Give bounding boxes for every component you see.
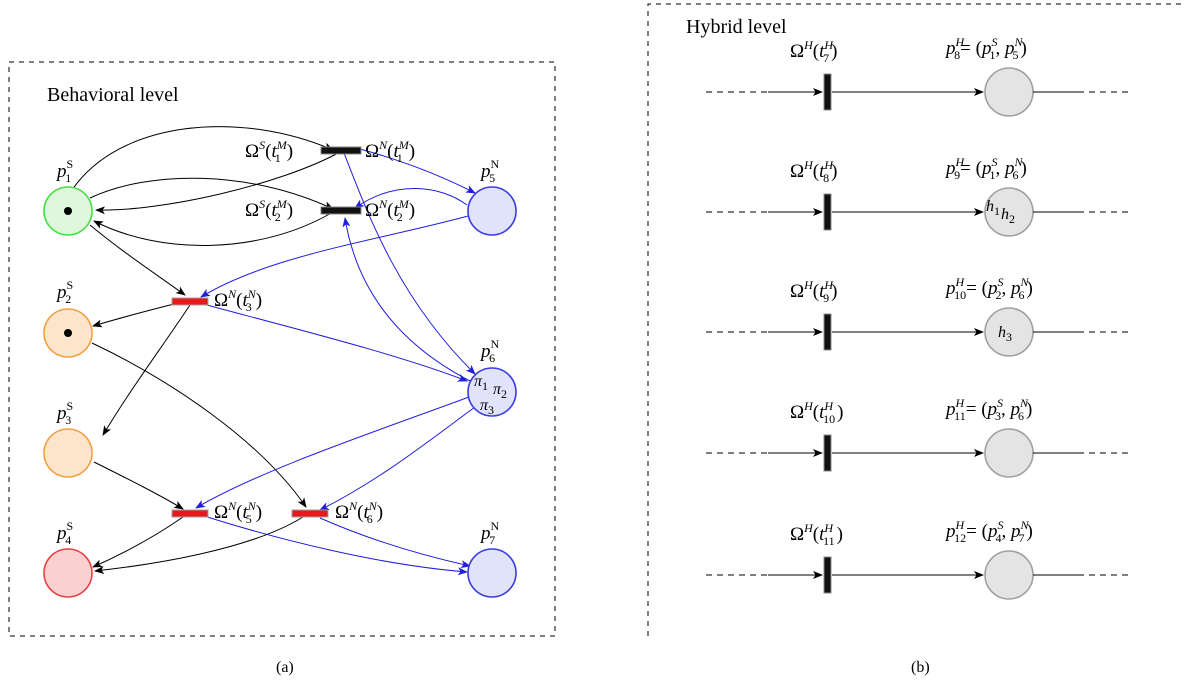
transition-t3n <box>171 297 209 306</box>
hybrid-rows: ΩH(tH 7) pH 8= (pS 1, pN 5) ΩH(tH 8) pH 9= (pS 1, … <box>706 35 1130 600</box>
label-omega-n-t3n: ΩN(tN 3) <box>214 287 262 314</box>
edge-t1m-ps1 <box>95 151 341 215</box>
token-ps2 <box>64 329 72 337</box>
transition-t2m <box>320 206 362 215</box>
label-pn7: pN 7 <box>479 519 500 547</box>
hybrid-place-label: pH 12= (pS 4, pN 7) <box>944 518 1033 545</box>
hybrid-place-label: pH 8= (pS 1, pN 5) <box>944 35 1027 62</box>
hybrid-place <box>984 550 1034 600</box>
label-pn6: pN 6 <box>479 337 500 365</box>
label-pn5: pN 5 <box>479 157 500 185</box>
label-ps4: pS 4 <box>55 519 73 547</box>
label-ps2: pS 2 <box>55 278 73 306</box>
hybrid-place-label: pH 9= (pS 1, pN 6) <box>944 155 1027 182</box>
edge-pn5-t2m <box>354 188 468 209</box>
hybrid-frame <box>647 3 1185 636</box>
transitions-a <box>171 146 362 518</box>
edge-t6n-pn7 <box>319 517 471 568</box>
place-pn6 <box>467 367 517 417</box>
hybrid-place <box>984 428 1034 478</box>
edge-ps1-t3n <box>89 224 186 296</box>
label-omega-s-t2m: ΩS(tM 2) <box>245 197 293 224</box>
edge-t2m-ps1 <box>93 211 334 246</box>
edge-ps3-t5n <box>93 461 184 510</box>
hybrid-transition-label: ΩH(tH 7) <box>790 38 837 65</box>
behavioral-level-title: Behavioral level <box>47 84 179 106</box>
edge-ps1-t1m <box>71 126 334 191</box>
token-h1: h1 <box>986 198 1000 218</box>
edge-ps1-t2m <box>89 177 334 210</box>
place-ps3 <box>43 428 93 478</box>
token-h3: h3 <box>998 324 1012 344</box>
hybrid-transition <box>823 313 832 351</box>
edge-ps2-t6n <box>91 342 307 508</box>
blue-edges <box>195 148 476 576</box>
caption-a: (a) <box>276 659 294 676</box>
behavioral-frame <box>8 61 556 637</box>
edge-t5n-pn7 <box>203 515 468 576</box>
label-ps1: pS 1 <box>55 157 73 185</box>
edge-pn6-t6n <box>319 406 476 511</box>
hybrid-transition-label: ΩH(tH 8) <box>790 158 837 185</box>
pi3-token: π3 <box>480 397 494 417</box>
edge-pn5-t3n <box>200 215 469 298</box>
hybrid-transition-label: ΩH(tH 9) <box>790 278 837 305</box>
place-pn7 <box>467 548 517 598</box>
label-omega-n-t6n: ΩN(tN 6) <box>335 499 383 526</box>
edge-t3n-ps2 <box>92 302 179 328</box>
edge-t5n-ps4 <box>92 516 184 568</box>
hybrid-place <box>984 67 1034 117</box>
hybrid-row-3: ΩH(tH 9) pH 10= (pS 2, pN 6) h3 <box>706 275 1130 357</box>
hybrid-row-1: ΩH(tH 7) pH 8= (pS 1, pN 5) <box>706 35 1130 117</box>
hybrid-transition <box>823 193 832 231</box>
place-pn5 <box>467 186 517 236</box>
hybrid-row-4: ΩH(tH 10) pH 11= (pS 3, pN 6) <box>706 396 1130 478</box>
token-ps1 <box>64 207 72 215</box>
caption-b: (b) <box>911 659 930 676</box>
pi2-token: π2 <box>493 381 507 401</box>
place-ps4 <box>43 548 93 598</box>
transition-t1m <box>320 146 362 155</box>
edge-t3n-pn6 <box>202 303 468 382</box>
hybrid-level-title: Hybrid level <box>686 16 787 38</box>
edge-t1m-pn6 <box>343 152 476 375</box>
edge-t3n-ps3 <box>102 304 191 436</box>
label-omega-n-t1m: ΩN(tM 1) <box>365 138 415 165</box>
label-omega-n-t2m: ΩN(tM 2) <box>365 197 415 224</box>
hybrid-transition <box>823 434 832 472</box>
label-ps3: pS 3 <box>55 399 73 427</box>
hybrid-place-label: pH 11= (pS 3, pN 6) <box>944 396 1032 423</box>
token-h2: h2 <box>1001 206 1015 226</box>
label-omega-n-t5n: ΩN(tN 5) <box>214 499 262 526</box>
edge-t1m-pn5 <box>359 148 476 194</box>
hybrid-transition-label: ΩH(tH 10) <box>790 399 843 426</box>
transition-labels-a: ΩS(tM 1) ΩN(tM 1) ΩS(tM 2) ΩN(tM 2) ΩN(tN 3) … <box>214 138 415 526</box>
hybrid-row-5: ΩH(tH 11) pH 12= (pS 4, pN 7) <box>706 518 1130 600</box>
place-labels-a: pS 1 pS 2 pS 3 pS 4 pN 5 pN 6 pN 7 π1 π2 π3 <box>55 157 507 547</box>
pi1-token: π1 <box>474 373 488 393</box>
edge-pn6-t2m <box>342 217 473 383</box>
places-a <box>43 186 517 598</box>
edge-pn6-t5n <box>195 396 470 509</box>
hybrid-transition-label: ΩH(tH 11) <box>790 521 843 548</box>
hybrid-transition <box>823 556 832 594</box>
edge-t6n-ps4 <box>94 516 304 574</box>
label-omega-s-t1m: ΩS(tM 1) <box>245 138 293 165</box>
hybrid-level-panel: Hybrid level ΩH(tH 7) pH 8= (pS 1, pN 5)ΩH(tH… <box>647 3 1185 676</box>
transition-t6n <box>291 509 329 518</box>
hybrid-row-2: ΩH(tH 8) pH 9= (pS 1, pN 6) h1 h2 <box>706 155 1130 237</box>
behavioral-level-panel: Behavioral level <box>8 61 556 676</box>
transition-t5n <box>171 509 209 518</box>
hybrid-transition <box>823 73 832 111</box>
black-edges <box>71 126 341 574</box>
hybrid-place-label: pH 10= (pS 2, pN 6) <box>944 275 1033 302</box>
